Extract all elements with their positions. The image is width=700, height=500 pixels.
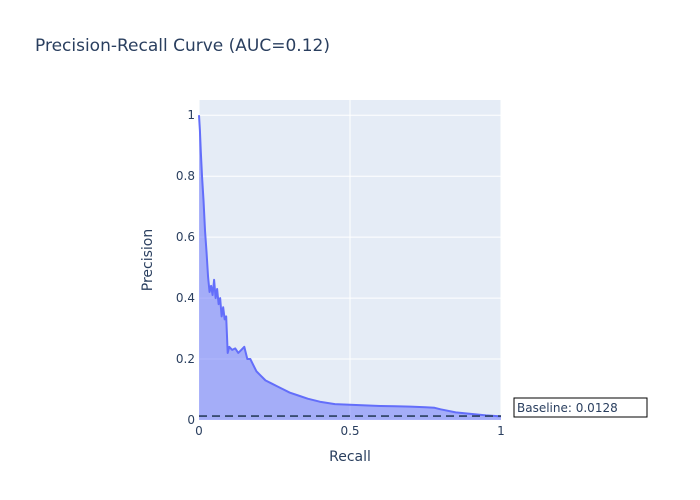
chart-title: Precision-Recall Curve (AUC=0.12) (35, 36, 330, 56)
plot-area (198, 100, 502, 421)
x-axis-title: Recall (329, 449, 371, 465)
y-axis-ticks: 0 0.2 0.4 0.6 0.8 1 (176, 108, 195, 427)
y-tick-label: 1 (187, 108, 195, 122)
baseline-annotation: Baseline: 0.0128 (513, 397, 648, 418)
x-axis-ticks: 0 0.5 1 (195, 424, 505, 438)
y-tick-label: 0.8 (176, 169, 195, 183)
x-tick-label: 1 (497, 424, 505, 438)
y-tick-label: 0.2 (176, 352, 195, 366)
baseline-annotation-box (513, 397, 648, 418)
x-tick-label: 0.5 (340, 424, 359, 438)
pr-area-fill (199, 115, 501, 421)
baseline-annotation-label: Baseline: 0.0128 (517, 401, 618, 415)
y-tick-label: 0.4 (176, 291, 195, 305)
y-axis-title: Precision (140, 229, 156, 291)
x-tick-label: 0 (195, 424, 203, 438)
pr-line (198, 115, 502, 418)
y-tick-label: 0 (187, 413, 195, 427)
y-tick-label: 0.6 (176, 230, 195, 244)
